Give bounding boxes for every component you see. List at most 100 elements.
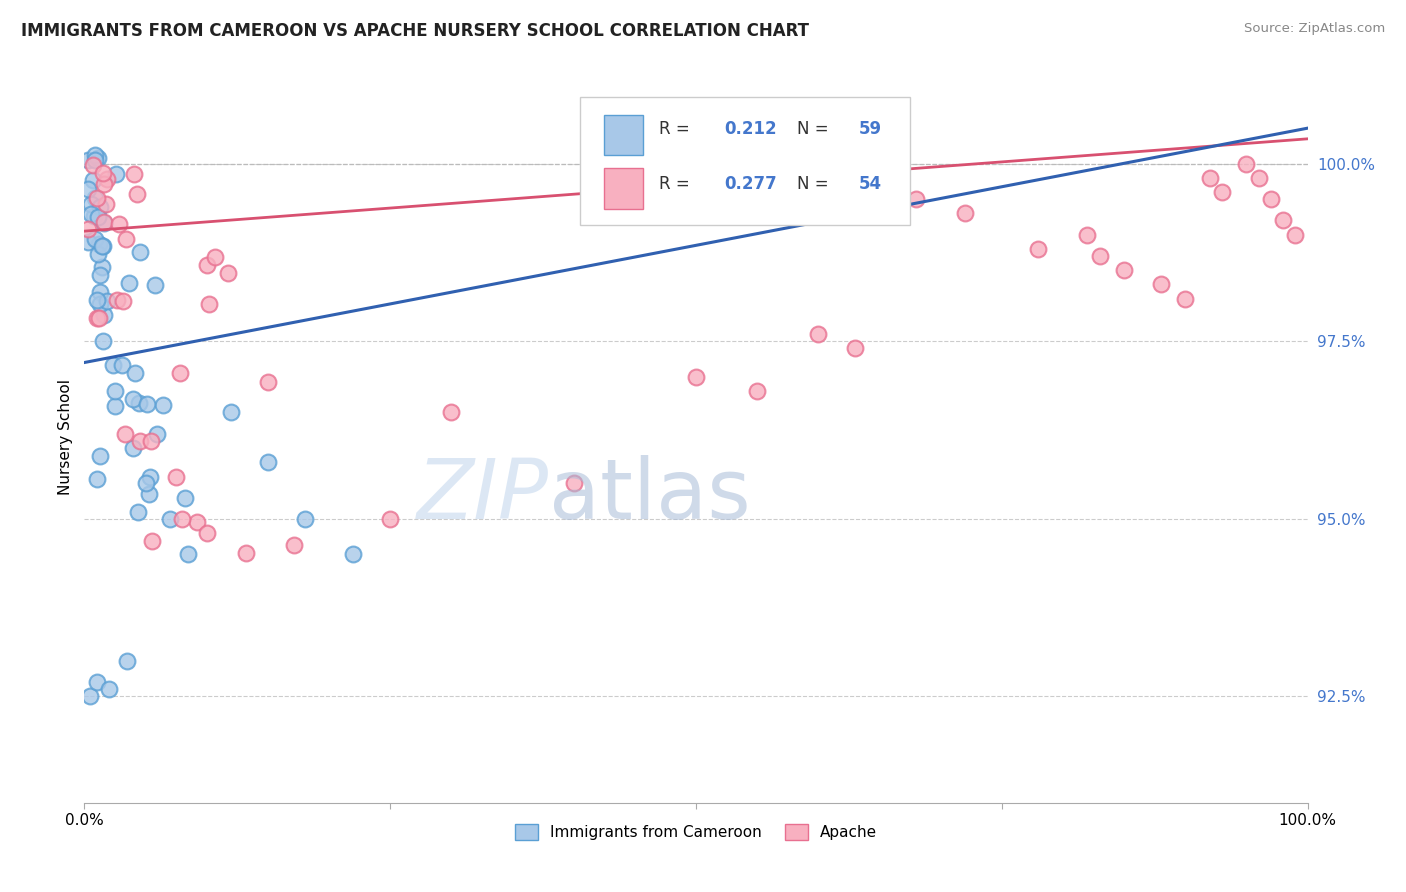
- Point: [186, 516, 208, 530]
- Point: [87, 211, 110, 225]
- Point: [104, 167, 127, 181]
- Point: [139, 470, 162, 484]
- Point: [91, 238, 114, 252]
- Point: [104, 399, 127, 413]
- Point: [129, 245, 152, 260]
- Point: [172, 512, 194, 526]
- Point: [953, 206, 976, 220]
- Point: [82, 158, 104, 172]
- Point: [257, 455, 280, 469]
- Point: [104, 384, 127, 398]
- Point: [80, 207, 103, 221]
- Point: [217, 266, 239, 280]
- Point: [380, 512, 402, 526]
- Point: [138, 487, 160, 501]
- Point: [169, 367, 191, 381]
- Point: [195, 258, 218, 272]
- Point: [87, 151, 110, 165]
- Text: N =: N =: [797, 120, 834, 138]
- Point: [1076, 227, 1098, 242]
- Point: [83, 209, 105, 223]
- Point: [165, 470, 187, 484]
- Point: [97, 682, 120, 697]
- Point: [79, 690, 101, 704]
- Text: N =: N =: [797, 175, 834, 193]
- Point: [89, 237, 111, 252]
- Point: [122, 441, 145, 455]
- Point: [91, 260, 114, 275]
- Point: [143, 278, 166, 293]
- Point: [1114, 263, 1136, 277]
- Text: 0.212: 0.212: [724, 120, 776, 138]
- Text: R =: R =: [659, 175, 696, 193]
- Point: [115, 232, 138, 246]
- Point: [121, 392, 143, 406]
- Text: Source: ZipAtlas.com: Source: ZipAtlas.com: [1244, 22, 1385, 36]
- Text: IMMIGRANTS FROM CAMEROON VS APACHE NURSERY SCHOOL CORRELATION CHART: IMMIGRANTS FROM CAMEROON VS APACHE NURSE…: [21, 22, 808, 40]
- Text: atlas: atlas: [550, 455, 751, 536]
- Point: [84, 191, 107, 205]
- Point: [91, 166, 114, 180]
- Text: 59: 59: [859, 120, 882, 138]
- Point: [124, 366, 146, 380]
- Point: [91, 239, 114, 253]
- Point: [177, 547, 200, 561]
- Point: [93, 215, 115, 229]
- Point: [440, 405, 463, 419]
- Y-axis label: Nursery School: Nursery School: [58, 379, 73, 495]
- Point: [94, 197, 117, 211]
- Point: [93, 308, 115, 322]
- Point: [1247, 170, 1270, 185]
- Point: [118, 276, 141, 290]
- Point: [1284, 227, 1306, 242]
- Point: [96, 171, 118, 186]
- Text: ZIP: ZIP: [418, 455, 550, 536]
- Point: [80, 197, 103, 211]
- Point: [83, 232, 105, 246]
- Point: [128, 396, 150, 410]
- Text: 0.277: 0.277: [724, 175, 778, 193]
- Point: [112, 294, 135, 309]
- Point: [103, 358, 125, 372]
- Point: [105, 293, 128, 308]
- Bar: [605, 169, 644, 209]
- Point: [86, 247, 108, 261]
- Point: [159, 512, 181, 526]
- Point: [342, 547, 364, 561]
- Point: [96, 294, 118, 309]
- Point: [125, 187, 148, 202]
- Point: [1236, 156, 1258, 170]
- Point: [219, 405, 242, 419]
- Point: [844, 341, 866, 355]
- Point: [141, 434, 163, 449]
- Point: [1088, 249, 1111, 263]
- Point: [115, 654, 138, 668]
- Point: [294, 512, 316, 526]
- Point: [89, 200, 111, 214]
- Point: [127, 505, 149, 519]
- Point: [86, 293, 108, 308]
- FancyBboxPatch shape: [579, 97, 910, 225]
- Point: [145, 426, 167, 441]
- Point: [128, 434, 150, 449]
- Point: [83, 153, 105, 168]
- Point: [111, 358, 134, 372]
- Point: [86, 675, 108, 690]
- Point: [122, 167, 145, 181]
- Point: [747, 384, 769, 398]
- Point: [562, 476, 585, 491]
- Bar: [605, 115, 644, 155]
- Point: [283, 538, 305, 552]
- Point: [76, 221, 98, 235]
- Point: [82, 172, 104, 186]
- Point: [256, 375, 278, 389]
- Legend: Immigrants from Cameroon, Apache: Immigrants from Cameroon, Apache: [509, 818, 883, 847]
- Point: [89, 296, 111, 310]
- Point: [77, 235, 100, 250]
- Point: [173, 491, 195, 505]
- Point: [77, 153, 100, 168]
- Point: [1174, 292, 1197, 306]
- Point: [204, 250, 226, 264]
- Point: [89, 268, 111, 282]
- Point: [91, 334, 114, 349]
